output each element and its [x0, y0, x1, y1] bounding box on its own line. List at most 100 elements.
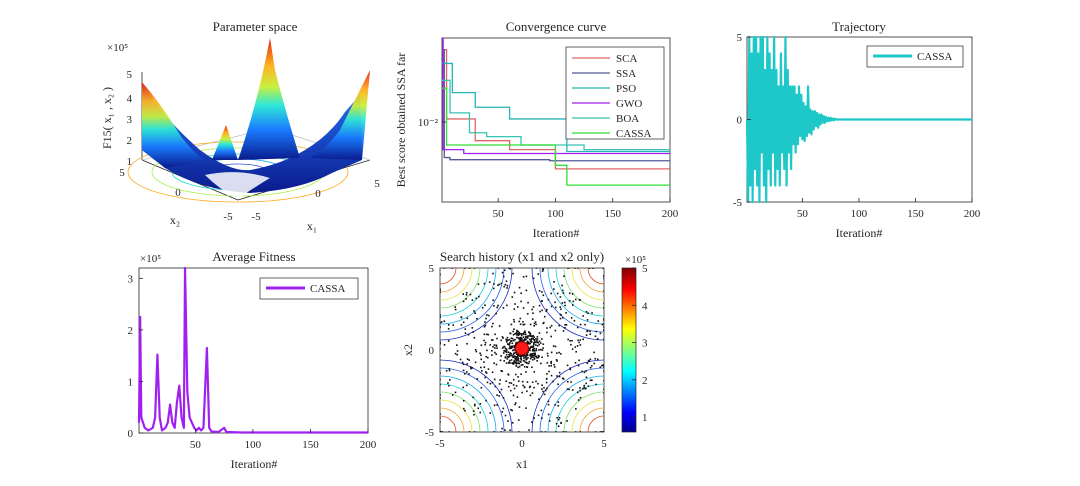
- search-point: [571, 293, 574, 295]
- search-point: [531, 308, 533, 311]
- search-point: [498, 325, 501, 327]
- search-point: [514, 351, 517, 354]
- search-point: [603, 338, 604, 341]
- search-point: [447, 324, 450, 326]
- search-point: [543, 315, 546, 318]
- search-point: [465, 371, 468, 373]
- search-point: [491, 325, 493, 328]
- search-point: [556, 360, 558, 362]
- search-point: [443, 320, 446, 323]
- search-point: [570, 317, 573, 319]
- colorbar-tick: 1: [642, 412, 648, 424]
- search-point: [558, 351, 560, 354]
- search-point: [473, 431, 476, 432]
- search-point: [517, 337, 519, 339]
- search-point: [513, 359, 516, 362]
- search-point: [540, 409, 543, 412]
- search-point: [603, 277, 604, 280]
- search-point: [559, 353, 562, 355]
- x-axis-label-search-history: x1: [516, 457, 528, 471]
- search-point: [506, 287, 508, 289]
- search-point: [462, 321, 465, 324]
- search-point: [512, 356, 514, 359]
- search-point: [517, 332, 520, 335]
- surface-center-peak: [212, 125, 238, 160]
- search-point: [481, 307, 484, 309]
- search-point: [447, 328, 450, 330]
- search-point: [582, 338, 585, 341]
- search-point: [550, 360, 553, 363]
- search-point: [529, 385, 532, 388]
- y-tick: 0: [128, 428, 134, 440]
- search-point: [556, 292, 559, 295]
- search-point: [582, 387, 584, 390]
- search-point: [501, 370, 504, 373]
- search-point: [462, 369, 465, 372]
- search-point: [523, 365, 526, 368]
- search-point: [517, 376, 519, 378]
- search-point: [519, 337, 522, 340]
- search-point: [510, 408, 512, 411]
- search-point: [546, 327, 548, 329]
- search-point: [532, 345, 535, 347]
- search-point: [537, 341, 540, 344]
- search-point: [566, 380, 569, 383]
- search-point: [511, 342, 514, 345]
- multiplier-parameter-space: ×10⁵: [107, 42, 128, 54]
- search-point: [509, 352, 512, 354]
- colorbar: ×10⁵ 1 2 3 4 5: [621, 254, 648, 433]
- search-point: [521, 380, 524, 383]
- search-point: [474, 403, 476, 406]
- colorbar-multiplier: ×10⁵: [625, 254, 646, 266]
- search-point: [581, 370, 583, 373]
- search-point: [508, 353, 510, 356]
- search-point: [494, 347, 496, 349]
- search-point: [562, 292, 565, 294]
- search-point: [493, 362, 495, 365]
- search-point: [505, 353, 508, 356]
- search-point: [547, 298, 550, 301]
- search-point: [593, 351, 595, 354]
- search-point: [518, 286, 521, 289]
- search-point: [440, 321, 443, 323]
- search-point: [479, 402, 482, 405]
- z-tick: 5: [127, 69, 133, 81]
- search-point: [579, 339, 582, 341]
- search-point: [603, 318, 604, 320]
- search-point: [528, 360, 531, 363]
- search-point: [440, 289, 441, 292]
- search-point: [526, 336, 529, 339]
- search-point: [506, 284, 509, 287]
- search-point: [512, 384, 515, 386]
- search-point: [440, 291, 441, 294]
- search-point: [583, 384, 586, 387]
- search-point: [529, 353, 532, 355]
- search-point: [523, 354, 526, 357]
- colorbar-tick: 4: [642, 300, 648, 312]
- search-point: [478, 295, 480, 298]
- search-point: [461, 361, 464, 364]
- search-point: [516, 329, 518, 332]
- search-point: [541, 349, 544, 351]
- search-point: [514, 373, 517, 376]
- search-point: [514, 358, 517, 360]
- search-point: [537, 273, 539, 275]
- search-point: [550, 292, 552, 295]
- search-point: [541, 417, 543, 420]
- search-point: [523, 339, 525, 341]
- search-point: [571, 348, 574, 350]
- search-point: [498, 383, 501, 385]
- x-axis-label-average-fitness: Iteration#: [231, 457, 278, 471]
- search-point: [474, 312, 476, 315]
- search-point: [517, 419, 520, 421]
- x-axis-label-3d: x₁: [307, 219, 317, 233]
- search-point: [504, 283, 507, 286]
- search-point: [511, 409, 513, 412]
- search-point: [508, 354, 511, 357]
- y-tick: -5: [223, 211, 233, 223]
- search-point: [515, 357, 518, 360]
- search-point: [511, 421, 514, 424]
- search-point: [480, 358, 483, 361]
- search-point: [489, 382, 492, 385]
- search-point: [515, 343, 517, 346]
